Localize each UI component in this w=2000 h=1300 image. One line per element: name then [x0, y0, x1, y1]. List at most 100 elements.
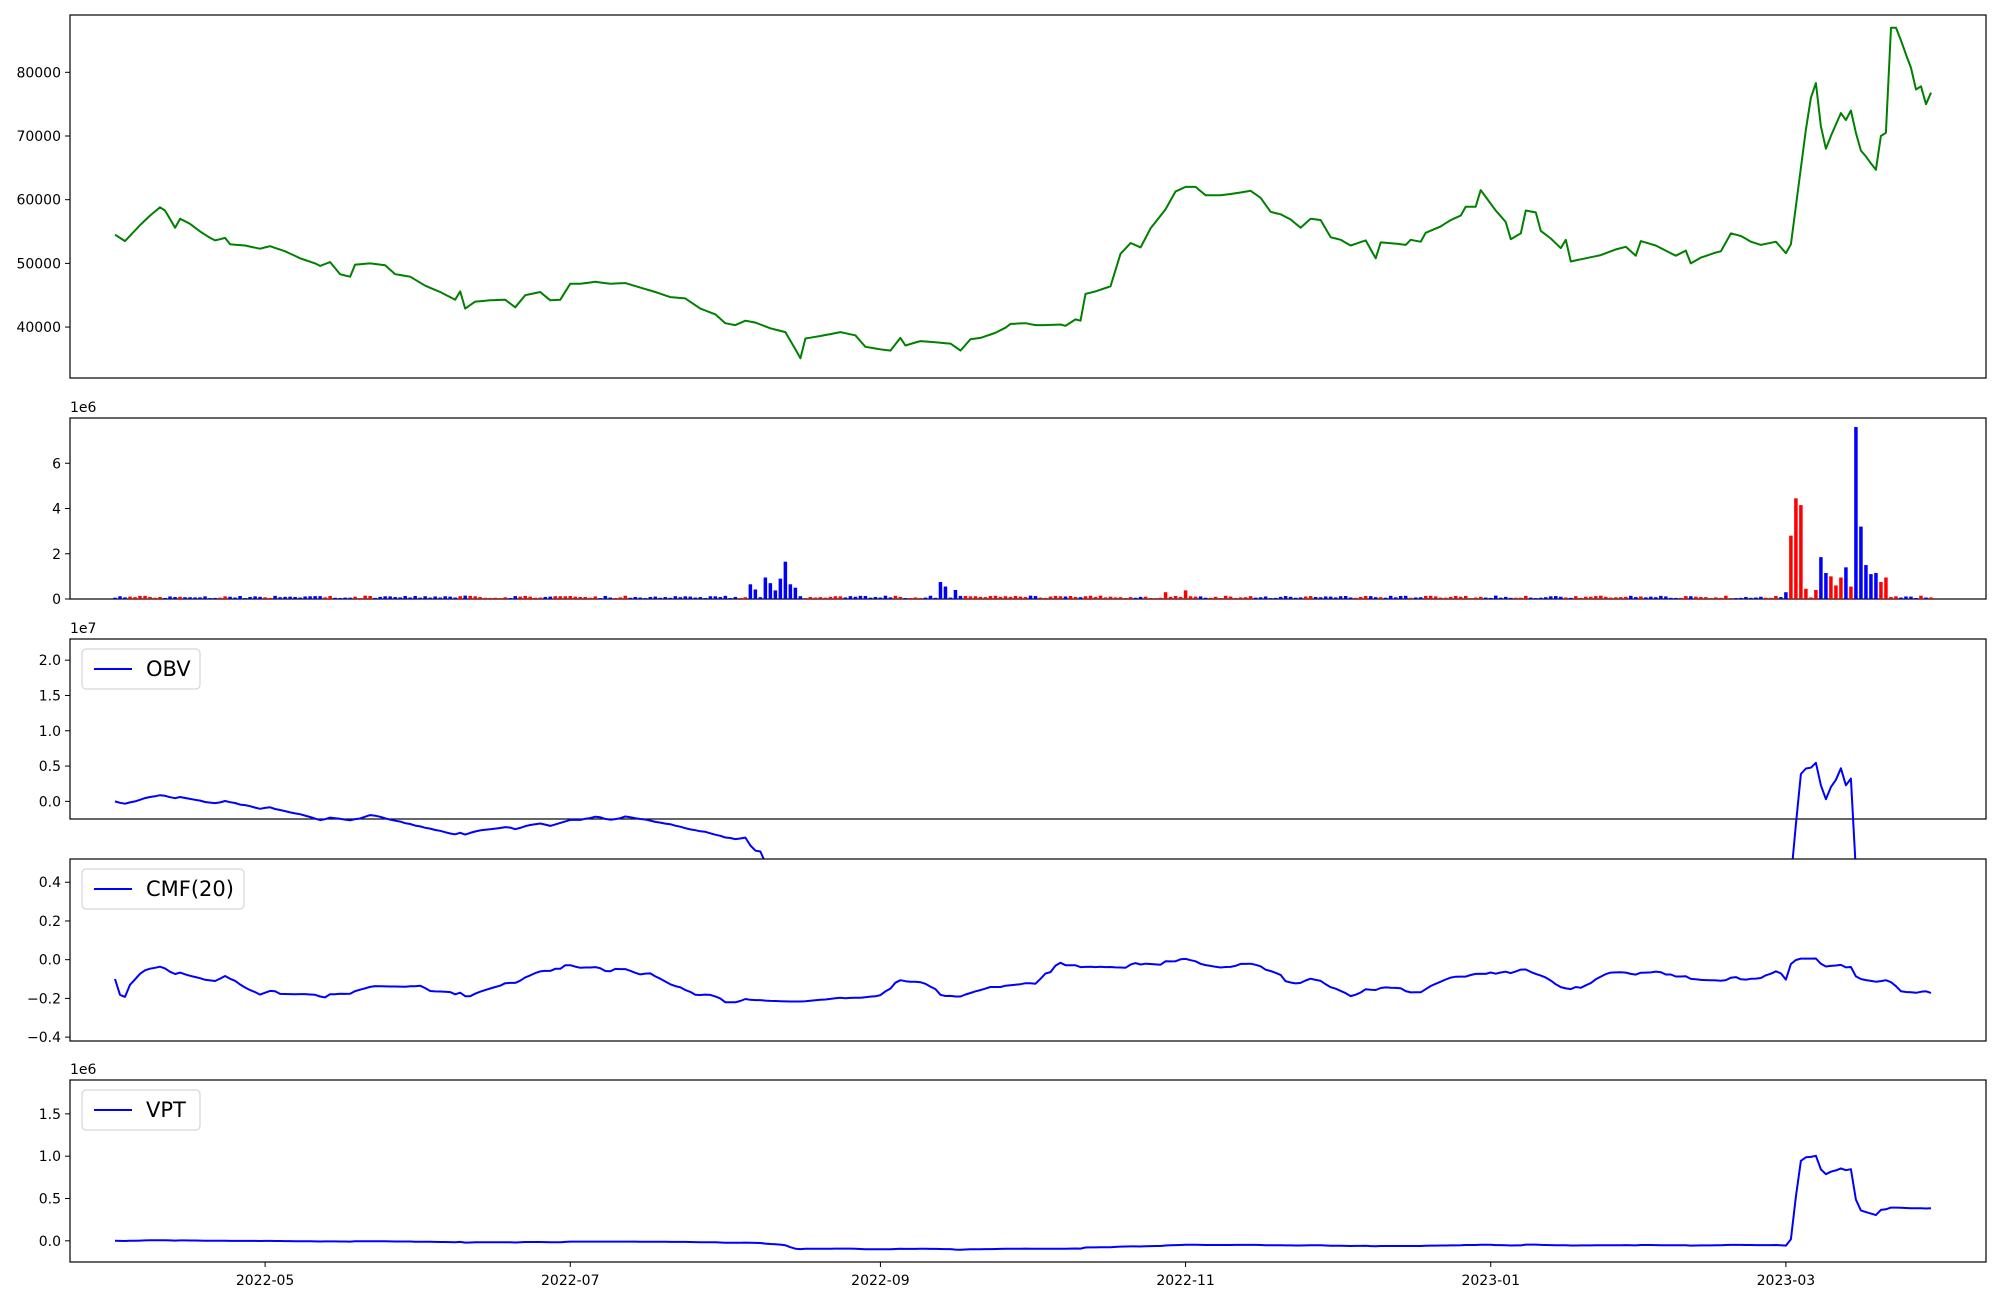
volume-bar — [893, 595, 898, 599]
volume-bar — [1343, 596, 1348, 599]
volume-bar — [1163, 592, 1168, 599]
volume-bar — [168, 596, 172, 599]
panel-frame — [69, 417, 1987, 600]
volume-bar — [1814, 589, 1818, 599]
volume-bar — [1423, 595, 1428, 599]
legend: VPT — [81, 1089, 201, 1131]
volume-bar — [1694, 596, 1698, 599]
panel-frame — [69, 14, 1987, 379]
volume-bar — [873, 597, 878, 599]
volume-bar — [778, 578, 783, 599]
volume-bar — [273, 595, 277, 599]
volume-bar — [1148, 597, 1153, 599]
volume-bar — [1488, 597, 1493, 599]
volume-bar — [1849, 586, 1853, 599]
volume-bar — [1333, 597, 1338, 599]
volume-bar — [1539, 597, 1543, 599]
volume-bar — [1804, 588, 1808, 599]
volume-bar — [1123, 597, 1128, 599]
volume-bar — [268, 597, 272, 599]
volume-bar — [1053, 595, 1058, 599]
volume-bar — [1153, 598, 1158, 599]
volume-bar — [1178, 597, 1183, 599]
panel-2: 0.0 0.5 1.0 1.5 2.0 1e7 OBV — [39, 621, 1987, 957]
volume-bar — [1318, 597, 1323, 599]
volume-bar — [1198, 596, 1203, 599]
axis-offset-label: 1e6 — [70, 1062, 97, 1078]
volume-bar — [1168, 596, 1173, 599]
volume-bar — [1373, 597, 1378, 599]
volume-bar — [1559, 596, 1563, 599]
volume-bar — [603, 595, 608, 599]
volume-bar — [1288, 596, 1293, 599]
volume-bar — [313, 596, 317, 599]
volume-bar — [503, 597, 507, 599]
volume-bar — [1899, 597, 1903, 599]
volume-bar — [798, 596, 803, 599]
volume-bar — [1674, 597, 1678, 599]
volume-bar — [1503, 596, 1508, 599]
volume-bar — [183, 597, 187, 599]
volume-bar — [1609, 597, 1613, 599]
volume-bar — [763, 577, 768, 599]
volume-bar — [1213, 596, 1218, 599]
volume-bar — [1634, 597, 1638, 599]
volume-bar — [988, 596, 993, 599]
volume-bar — [1138, 596, 1143, 599]
volume-bar — [1133, 597, 1138, 599]
volume-bar — [733, 596, 738, 599]
volume-bar — [838, 596, 843, 599]
volume-bar — [1754, 597, 1758, 599]
volume-bar — [1819, 557, 1823, 599]
y-tick-label: 0.5 — [39, 759, 61, 775]
volume-bar — [1493, 595, 1498, 599]
volume-bar — [1919, 595, 1923, 599]
volume-bar — [1183, 590, 1188, 599]
volume-bar — [1799, 505, 1803, 599]
volume-bar — [1453, 595, 1458, 599]
volume-bar — [848, 596, 853, 599]
volume-bar — [388, 596, 392, 599]
volume-bar — [1428, 595, 1433, 599]
volume-bar — [463, 595, 467, 599]
volume-bar — [1669, 597, 1673, 599]
volume-bar — [688, 596, 693, 599]
volume-bar — [863, 595, 868, 599]
volume-bar — [588, 597, 593, 599]
volume-bar — [1278, 596, 1283, 599]
volume-bar — [628, 597, 633, 599]
volume-bar — [1403, 595, 1408, 599]
legend: CMF(20) — [81, 868, 245, 910]
volume-bar — [938, 582, 943, 599]
axis-offset-label: 1e6 — [70, 400, 97, 416]
volume-bar — [1398, 596, 1403, 599]
volume-bar — [1388, 595, 1393, 599]
volume-bar — [888, 597, 893, 599]
volume-bar — [773, 590, 778, 599]
volume-bar — [858, 595, 863, 599]
volume-bar — [1749, 597, 1753, 599]
volume-bar — [428, 597, 432, 599]
volume-bar — [1579, 597, 1583, 599]
volume-bar — [1018, 596, 1023, 599]
volume-bar — [713, 596, 718, 599]
volume-bar — [1228, 596, 1233, 599]
volume-bar — [728, 597, 733, 599]
volume-bar — [1128, 597, 1133, 599]
volume-bar — [783, 561, 788, 599]
volume-bar — [1909, 596, 1913, 599]
volume-bar — [758, 597, 763, 599]
volume-bar — [793, 587, 798, 599]
volume-bar — [308, 596, 312, 599]
volume-bar — [1904, 596, 1908, 599]
volume-bar — [818, 597, 823, 599]
volume-bar — [768, 583, 773, 599]
volume-bar — [1188, 596, 1193, 599]
y-tick-label: 0.5 — [39, 1192, 61, 1208]
volume-bar — [708, 596, 713, 599]
volume-bar — [358, 598, 362, 599]
y-tick-label: 40000 — [16, 320, 61, 336]
volume-bar — [248, 596, 252, 599]
volume-bar — [468, 595, 472, 599]
volume-bar — [933, 597, 938, 599]
